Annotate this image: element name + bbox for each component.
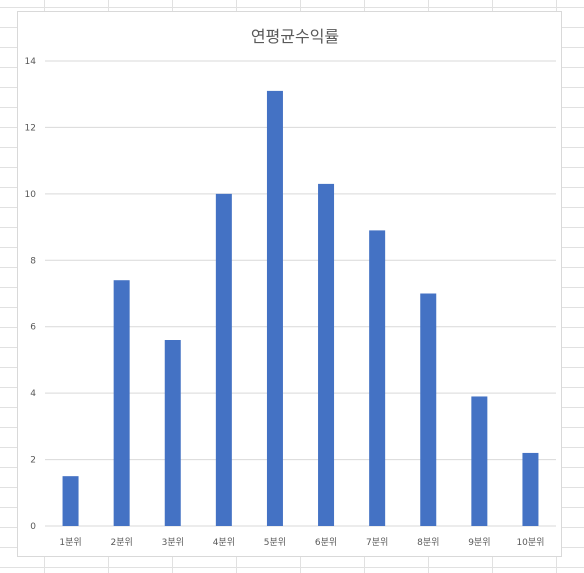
bar-4[interactable] — [215, 193, 232, 526]
y-tick-label: 2 — [30, 456, 36, 466]
y-tick-label: 14 — [25, 57, 37, 67]
bar-1[interactable] — [62, 476, 79, 526]
x-tick-label: 4분위 — [213, 537, 235, 548]
chart-area[interactable] — [17, 11, 562, 557]
x-tick-label: 2분위 — [111, 537, 133, 548]
bar-7[interactable] — [369, 230, 386, 526]
y-axis-ticks: 0 2 4 6 8 10 12 14 — [25, 57, 37, 532]
x-tick-label: 3분위 — [162, 537, 184, 548]
y-tick-label: 8 — [30, 256, 36, 266]
y-tick-label: 0 — [30, 522, 36, 532]
x-tick-label: 9분위 — [468, 537, 490, 548]
y-tick-label: 12 — [25, 123, 36, 133]
y-tick-label: 6 — [30, 323, 36, 333]
x-tick-label: 1분위 — [59, 537, 81, 548]
bar-8[interactable] — [420, 293, 437, 527]
bar-2[interactable] — [113, 280, 130, 526]
bar-10[interactable] — [522, 452, 539, 526]
x-tick-label: 10분위 — [516, 537, 544, 548]
y-tick-label: 10 — [25, 190, 37, 200]
y-tick-label: 4 — [30, 389, 36, 399]
x-tick-label: 5분위 — [264, 537, 286, 548]
chart-title: 연평균수익률 — [251, 27, 339, 46]
x-axis-ticks: 1분위 2분위 3분위 4분위 5분위 6분위 7분위 8분위 9분위 10분위 — [59, 537, 544, 548]
bar-6[interactable] — [318, 183, 335, 526]
bar-9[interactable] — [471, 396, 488, 526]
x-tick-label: 7분위 — [366, 537, 388, 548]
bar-3[interactable] — [164, 340, 181, 526]
bar-5[interactable] — [266, 90, 283, 527]
gridlines — [45, 60, 556, 527]
x-tick-label: 6분위 — [315, 537, 337, 548]
x-tick-label: 8분위 — [417, 537, 439, 548]
bars — [62, 90, 539, 527]
